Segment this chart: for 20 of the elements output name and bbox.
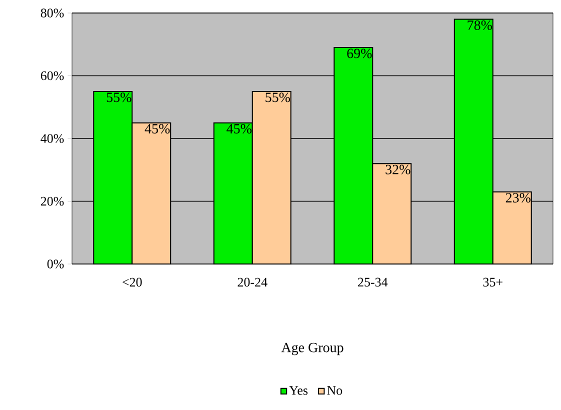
- x-tick-label: 25-34: [358, 278, 388, 287]
- x-axis-title: Age Group: [281, 342, 344, 356]
- data-label: 55%: [106, 92, 132, 102]
- x-tick-label: <20: [122, 278, 142, 287]
- data-label: 69%: [347, 48, 372, 58]
- data-label: 45%: [144, 124, 170, 134]
- data-label: 32%: [386, 164, 410, 174]
- x-tick-label: 20-24: [238, 278, 268, 287]
- y-tick-label: 40%: [40, 134, 64, 143]
- data-label: 78%: [468, 20, 492, 30]
- legend-label: Yes: [289, 386, 308, 395]
- legend-label: No: [327, 386, 342, 395]
- y-tick-label: 20%: [40, 196, 64, 206]
- data-label: 45%: [226, 124, 252, 134]
- y-tick-label: 0%: [47, 260, 64, 268]
- x-tick-label: 35+: [483, 278, 502, 287]
- y-tick-label: 80%: [40, 8, 64, 18]
- data-label: 55%: [266, 92, 290, 102]
- y-tick-label: 60%: [40, 71, 64, 80]
- data-label: 23%: [506, 193, 530, 203]
